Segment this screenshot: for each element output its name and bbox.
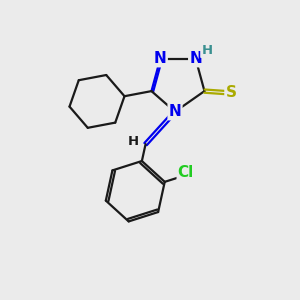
Text: N: N	[154, 51, 167, 66]
Text: N: N	[189, 51, 202, 66]
Text: S: S	[226, 85, 236, 100]
Text: N: N	[169, 104, 182, 119]
Text: H: H	[201, 44, 212, 57]
Text: H: H	[128, 135, 139, 148]
Text: Cl: Cl	[178, 165, 194, 180]
